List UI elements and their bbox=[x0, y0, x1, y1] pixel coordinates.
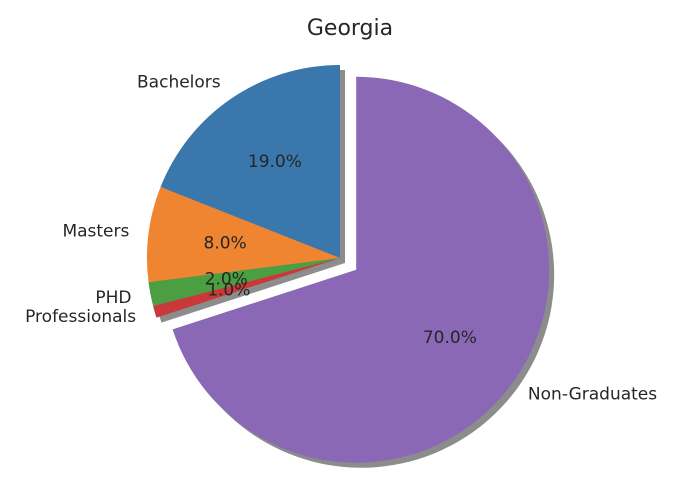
pie-slice-bachelors bbox=[160, 65, 340, 258]
pie-category-label-non-graduates: Non-Graduates bbox=[528, 385, 657, 405]
pie-slice-non-graduates bbox=[172, 76, 550, 463]
pie-category-label-bachelors: Bachelors bbox=[137, 72, 221, 92]
pie-category-label-phd: PHD bbox=[95, 288, 131, 308]
pie-shadow-professionals bbox=[158, 263, 345, 323]
pie-pct-label-bachelors: 19.0% bbox=[248, 152, 302, 172]
pie-slice-professionals bbox=[153, 258, 340, 318]
pie-slice-masters bbox=[147, 186, 340, 283]
pie-pct-label-masters: 8.0% bbox=[204, 233, 247, 253]
chart-title: Georgia bbox=[307, 16, 393, 41]
pie-category-label-professionals: Professionals bbox=[25, 307, 136, 327]
pie-labels: 19.0% Bachelors 8.0% Masters 2.0% PHD 1.0% Prof… bbox=[25, 72, 657, 404]
pie-slices bbox=[147, 65, 550, 463]
pie-slice-phd bbox=[148, 258, 340, 306]
pie-pct-label-non-graduates: 70.0% bbox=[423, 328, 477, 348]
pie-category-label-masters: Masters bbox=[62, 221, 129, 241]
pie-pct-label-phd: 2.0% bbox=[205, 270, 248, 290]
pie-pct-label-professionals: 1.0% bbox=[207, 280, 250, 300]
